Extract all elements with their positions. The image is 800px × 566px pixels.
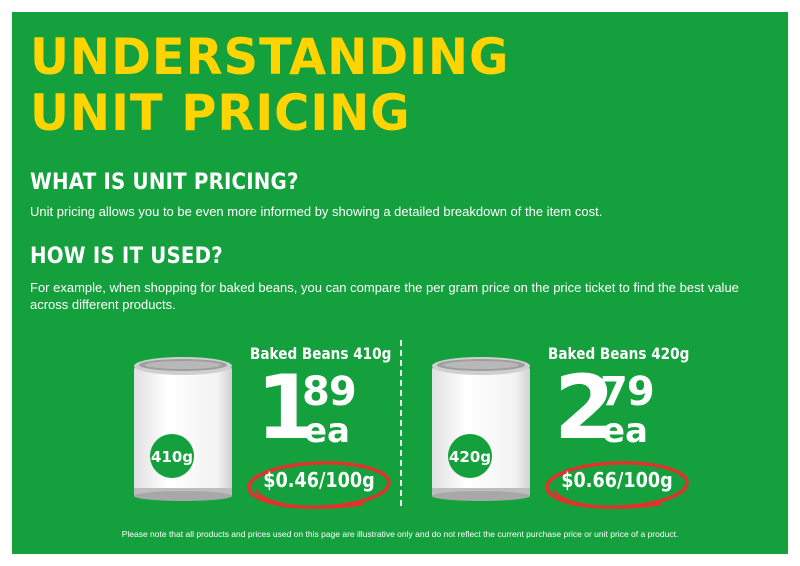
- unit-pricing-panel: UNDERSTANDING UNIT PRICING WHAT IS UNIT …: [12, 12, 788, 554]
- title-line-2: UNIT PRICING: [30, 84, 411, 142]
- price-unit: ea: [304, 411, 351, 451]
- disclaimer: Please note that all products and prices…: [121, 529, 679, 539]
- unit-price: $0.66/100g: [561, 468, 673, 492]
- baked-beans-can-410g: 410g: [134, 357, 232, 501]
- price-dollars: 2: [554, 356, 615, 459]
- product-divider: [400, 340, 402, 506]
- product-name: Baked Beans 410g: [250, 344, 392, 363]
- section-heading-what: WHAT IS UNIT PRICING?: [30, 170, 299, 195]
- product-card-410g: 410g Baked Beans 410g 1 89 ea $0.46/100g: [132, 344, 432, 514]
- price-cents: 79: [600, 369, 655, 415]
- baked-beans-can-420g: 420g: [432, 357, 530, 501]
- product-name: Baked Beans 420g: [548, 344, 690, 363]
- price-dollars: 1: [256, 356, 317, 459]
- unit-price-highlight-ring: [247, 461, 391, 509]
- price-unit: ea: [602, 411, 649, 451]
- section-body-what: Unit pricing allows you to be even more …: [30, 204, 603, 219]
- unit-price: $0.46/100g: [263, 468, 375, 492]
- can-weight-label: 410g: [151, 448, 193, 466]
- section-body-how: For example, when shopping for baked bea…: [30, 280, 739, 312]
- section-heading-how: HOW IS IT USED?: [30, 244, 223, 269]
- unit-price-highlight-ring: [545, 461, 689, 509]
- product-card-420g: 420g Baked Beans 420g 2 79 ea $0.66/100g: [430, 344, 730, 514]
- price-cents: 89: [302, 369, 357, 415]
- title-line-1: UNDERSTANDING: [30, 28, 510, 86]
- can-weight-label: 420g: [449, 448, 491, 466]
